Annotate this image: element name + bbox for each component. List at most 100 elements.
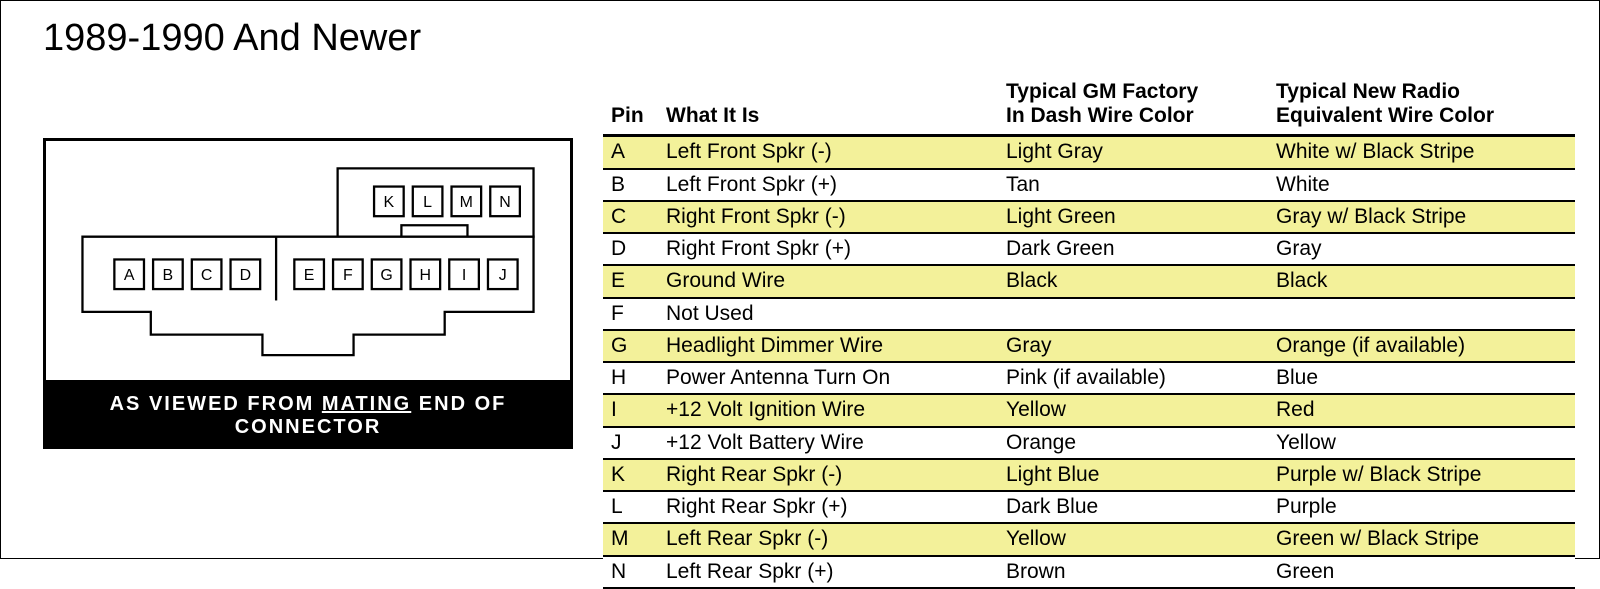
- cell-newr: Green: [1268, 556, 1575, 588]
- cell-pin: H: [603, 362, 658, 394]
- cell-gm: Yellow: [998, 394, 1268, 426]
- cell-pin: D: [603, 233, 658, 265]
- pin-label: D: [240, 267, 252, 284]
- cell-newr: Yellow: [1268, 427, 1575, 459]
- cell-gm: Light Gray: [998, 136, 1268, 169]
- cell-pin: C: [603, 201, 658, 233]
- table-row: FNot Used: [603, 298, 1575, 330]
- pin-label: B: [163, 267, 174, 284]
- cell-what: Left Front Spkr (+): [658, 169, 998, 201]
- cell-what: Left Front Spkr (-): [658, 136, 998, 169]
- pin-label: N: [499, 194, 511, 211]
- connector-diagram: K L M N A B C D E F G H I J: [46, 141, 570, 380]
- cell-what: Right Rear Spkr (-): [658, 459, 998, 491]
- cell-newr: Purple w/ Black Stripe: [1268, 459, 1575, 491]
- cell-what: Left Rear Spkr (+): [658, 556, 998, 588]
- cell-what: Headlight Dimmer Wire: [658, 330, 998, 362]
- caption-underlined: MATING: [322, 393, 411, 415]
- table-row: GHeadlight Dimmer WireGrayOrange (if ava…: [603, 330, 1575, 362]
- connector-frame: K L M N A B C D E F G H I J: [43, 138, 573, 383]
- cell-what: Not Used: [658, 298, 998, 330]
- cell-what: Right Front Spkr (+): [658, 233, 998, 265]
- cell-newr: Purple: [1268, 491, 1575, 523]
- cell-pin: A: [603, 136, 658, 169]
- pin-label: G: [380, 267, 392, 284]
- table-row: BLeft Front Spkr (+)TanWhite: [603, 169, 1575, 201]
- table-row: KRight Rear Spkr (-)Light BluePurple w/ …: [603, 459, 1575, 491]
- cell-pin: M: [603, 523, 658, 555]
- table-row: I+12 Volt Ignition WireYellowRed: [603, 394, 1575, 426]
- pin-label: E: [304, 267, 315, 284]
- page-title: 1989-1990 And Newer: [43, 17, 1575, 60]
- cell-newr: Black: [1268, 265, 1575, 297]
- cell-what: +12 Volt Battery Wire: [658, 427, 998, 459]
- bottom-housing: [82, 237, 533, 355]
- caption-prefix: AS VIEWED FROM: [110, 393, 322, 415]
- connector-caption: AS VIEWED FROM MATING END OF CONNECTOR: [43, 383, 573, 449]
- cell-newr: Red: [1268, 394, 1575, 426]
- table-row: ALeft Front Spkr (-)Light GrayWhite w/ B…: [603, 136, 1575, 169]
- pin-label: K: [384, 194, 395, 211]
- cell-gm: Light Blue: [998, 459, 1268, 491]
- cell-pin: L: [603, 491, 658, 523]
- cell-newr: [1268, 298, 1575, 330]
- cell-pin: N: [603, 556, 658, 588]
- header-newr: Typical New RadioEquivalent Wire Color: [1268, 78, 1575, 136]
- cell-newr: White w/ Black Stripe: [1268, 136, 1575, 169]
- header-pin: Pin: [603, 78, 658, 136]
- cell-pin: I: [603, 394, 658, 426]
- pin-table: Pin What It Is Typical GM FactoryIn Dash…: [603, 78, 1575, 589]
- cell-gm: Black: [998, 265, 1268, 297]
- cell-gm: Dark Blue: [998, 491, 1268, 523]
- cell-what: +12 Volt Ignition Wire: [658, 394, 998, 426]
- cell-pin: E: [603, 265, 658, 297]
- cell-newr: Green w/ Black Stripe: [1268, 523, 1575, 555]
- cell-gm: [998, 298, 1268, 330]
- cell-pin: B: [603, 169, 658, 201]
- pin-label: L: [423, 194, 432, 211]
- table-row: NLeft Rear Spkr (+)BrownGreen: [603, 556, 1575, 588]
- pin-label: I: [462, 267, 466, 284]
- pin-label: F: [343, 267, 353, 284]
- cell-gm: Pink (if available): [998, 362, 1268, 394]
- pin-label: H: [420, 267, 432, 284]
- cell-gm: Gray: [998, 330, 1268, 362]
- cell-pin: F: [603, 298, 658, 330]
- pin-label: C: [201, 267, 213, 284]
- cell-pin: K: [603, 459, 658, 491]
- cell-what: Ground Wire: [658, 265, 998, 297]
- table-row: LRight Rear Spkr (+)Dark BluePurple: [603, 491, 1575, 523]
- table-row: J+12 Volt Battery WireOrangeYellow: [603, 427, 1575, 459]
- layout: KLMNABCDEFGHIJ AS VIEWED FROM MATING END…: [43, 78, 1575, 589]
- table-row: HPower Antenna Turn OnPink (if available…: [603, 362, 1575, 394]
- pin-table-wrap: Pin What It Is Typical GM FactoryIn Dash…: [603, 78, 1575, 589]
- cell-gm: Dark Green: [998, 233, 1268, 265]
- cell-gm: Light Green: [998, 201, 1268, 233]
- cell-newr: Gray w/ Black Stripe: [1268, 201, 1575, 233]
- cell-gm: Brown: [998, 556, 1268, 588]
- cell-gm: Orange: [998, 427, 1268, 459]
- cell-pin: J: [603, 427, 658, 459]
- cell-newr: Blue: [1268, 362, 1575, 394]
- cell-what: Right Rear Spkr (+): [658, 491, 998, 523]
- pin-label: A: [124, 267, 135, 284]
- table-row: DRight Front Spkr (+)Dark GreenGray: [603, 233, 1575, 265]
- cell-gm: Tan: [998, 169, 1268, 201]
- cell-pin: G: [603, 330, 658, 362]
- cell-what: Power Antenna Turn On: [658, 362, 998, 394]
- cell-what: Right Front Spkr (-): [658, 201, 998, 233]
- cell-gm: Yellow: [998, 523, 1268, 555]
- pin-label: J: [499, 267, 507, 284]
- pin-label: M: [460, 194, 473, 211]
- header-gm: Typical GM FactoryIn Dash Wire Color: [998, 78, 1268, 136]
- cell-what: Left Rear Spkr (-): [658, 523, 998, 555]
- table-row: EGround WireBlackBlack: [603, 265, 1575, 297]
- page: 1989-1990 And Newer KLMNABCDEFGHIJ AS VI…: [0, 0, 1600, 559]
- table-row: MLeft Rear Spkr (-)YellowGreen w/ Black …: [603, 523, 1575, 555]
- cell-newr: White: [1268, 169, 1575, 201]
- table-row: CRight Front Spkr (-)Light GreenGray w/ …: [603, 201, 1575, 233]
- pin-table-header-row: Pin What It Is Typical GM FactoryIn Dash…: [603, 78, 1575, 136]
- cell-newr: Gray: [1268, 233, 1575, 265]
- connector-panel: K L M N A B C D E F G H I J AS VIEWED FROM MATING END…: [43, 138, 573, 449]
- header-what: What It Is: [658, 78, 998, 136]
